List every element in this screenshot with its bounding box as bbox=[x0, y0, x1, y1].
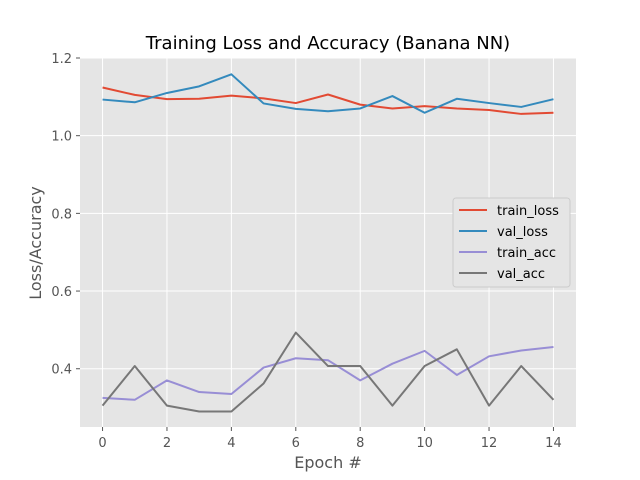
x-axis-label: Epoch # bbox=[294, 453, 361, 472]
legend-entry-label: val_acc bbox=[497, 267, 545, 282]
series-line-train-loss bbox=[102, 86, 554, 115]
y-axis-label: Loss/Accuracy bbox=[26, 186, 45, 300]
series-line-val-loss bbox=[102, 73, 554, 114]
series-layer bbox=[101, 73, 555, 413]
chart-title: Training Loss and Accuracy (Banana NN) bbox=[145, 33, 510, 54]
x-tick-label: 6 bbox=[292, 436, 300, 451]
x-tick-label: 8 bbox=[356, 436, 364, 451]
x-tick-label: 10 bbox=[416, 436, 433, 451]
y-tick-label: 0.6 bbox=[51, 285, 72, 300]
x-tick-label: 12 bbox=[481, 436, 498, 451]
series-line-train-acc bbox=[102, 345, 554, 401]
y-tick-label: 0.4 bbox=[51, 363, 72, 378]
x-tick-label: 4 bbox=[227, 436, 235, 451]
x-tick-label: 0 bbox=[98, 436, 106, 451]
y-axis-ticks: 0.4 0.6 0.8 1.0 1.2 bbox=[51, 52, 80, 378]
y-tick-label: 0.8 bbox=[51, 207, 72, 222]
legend-entry-label: train_acc bbox=[497, 246, 556, 261]
y-tick-label: 1.2 bbox=[51, 52, 72, 67]
x-axis-ticks: 0 2 4 6 8 10 12 14 bbox=[98, 427, 562, 451]
series-line-val-acc bbox=[101, 331, 555, 413]
legend-entry-label: train_loss bbox=[497, 204, 559, 219]
y-tick-label: 1.0 bbox=[51, 130, 72, 145]
legend-box bbox=[452, 197, 571, 288]
x-tick-label: 2 bbox=[163, 436, 171, 451]
x-tick-label: 14 bbox=[545, 436, 562, 451]
legend-entry-label: val_loss bbox=[497, 225, 548, 240]
legend: train_loss val_loss train_acc val_acc bbox=[452, 197, 571, 288]
